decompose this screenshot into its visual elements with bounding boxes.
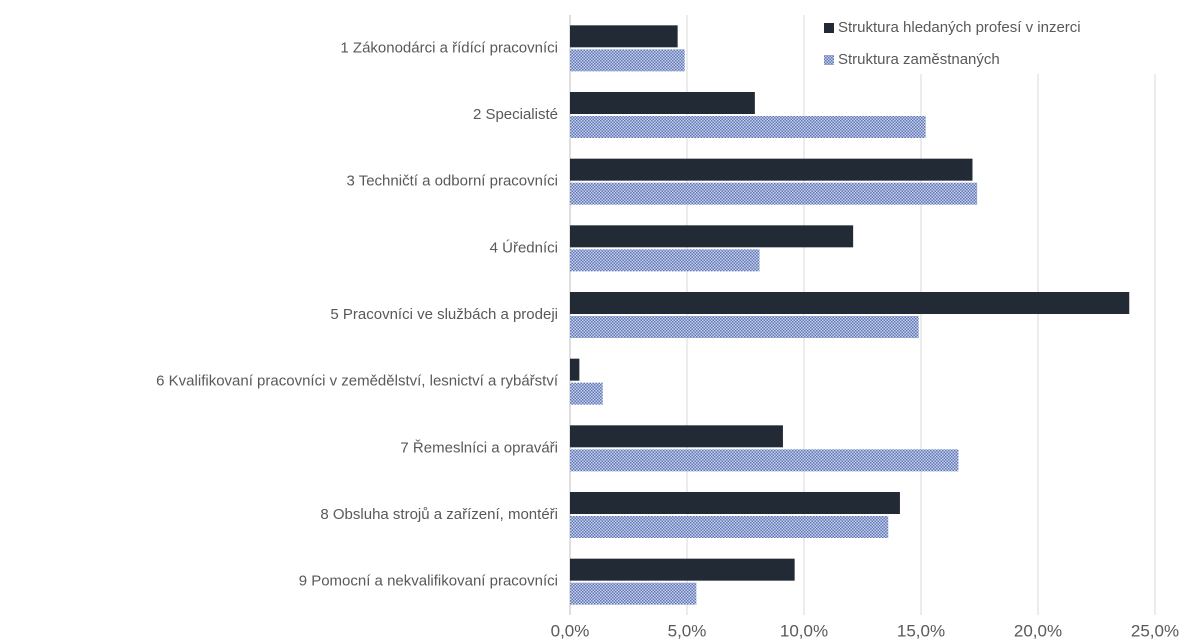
- x-tick-label: 5,0%: [668, 621, 707, 639]
- y-tick-label: 7 Řemeslníci a opraváři: [400, 439, 558, 456]
- bar: [570, 225, 854, 248]
- bar: [570, 158, 973, 181]
- y-tick-label: 4 Úředníci: [490, 239, 558, 256]
- x-tick-label: 15,0%: [897, 621, 945, 639]
- legend-swatch: [824, 23, 834, 33]
- y-tick-label: 9 Pomocní a nekvalifikovaní pracovníci: [299, 573, 558, 590]
- bar: [570, 582, 697, 605]
- y-tick-label: 2 Specialisté: [473, 106, 558, 123]
- bar: [570, 25, 678, 48]
- y-tick-label: 8 Obsluha strojů a zařízení, montéři: [320, 506, 558, 523]
- bar: [570, 49, 685, 72]
- legend-label: Struktura zaměstnaných: [838, 51, 1000, 68]
- bar: [570, 316, 919, 338]
- bar: [570, 182, 978, 205]
- bar: [570, 92, 755, 114]
- x-tick-label: 0,0%: [551, 621, 590, 639]
- x-tick-label: 10,0%: [780, 621, 828, 639]
- bar: [570, 292, 1130, 314]
- bar: [570, 358, 580, 381]
- bar: [570, 249, 760, 272]
- y-tick-label: 5 Pracovníci ve službách a prodeji: [330, 306, 558, 323]
- bar: [570, 558, 795, 581]
- bar: [570, 425, 783, 448]
- y-tick-label: 1 Zákonodárci a řídící pracovníci: [340, 39, 558, 56]
- y-tick-label: 3 Techničtí a odborní pracovníci: [346, 173, 558, 190]
- bar: [570, 382, 603, 405]
- bar: [570, 116, 926, 138]
- x-tick-label: 25,0%: [1131, 621, 1179, 639]
- bar: [570, 516, 889, 538]
- x-tick-label: 20,0%: [1014, 621, 1062, 639]
- bar: [570, 492, 900, 514]
- legend-label: Struktura hledaných profesí v inzerci: [838, 19, 1081, 36]
- bar: [570, 449, 959, 472]
- legend-background: [815, 12, 1160, 74]
- legend-swatch: [824, 55, 834, 65]
- y-tick-label: 6 Kvalifikovaní pracovníci v zemědělství…: [156, 373, 559, 390]
